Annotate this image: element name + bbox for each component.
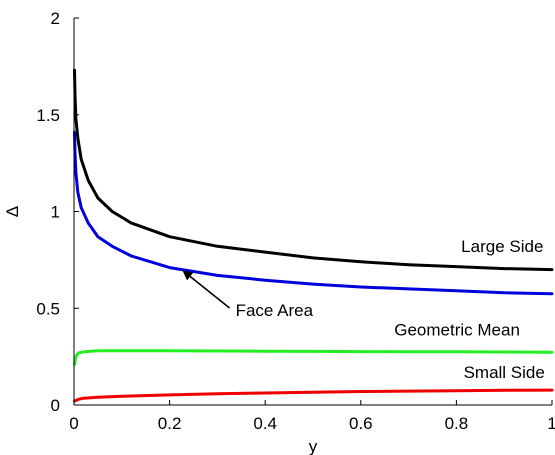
- x-axis-label: y: [309, 437, 318, 455]
- axes: [73, 18, 552, 406]
- annotation-label: Geometric Mean: [394, 320, 520, 339]
- annotation-label: Face Area: [236, 301, 314, 320]
- y-tick-label: 2: [51, 9, 60, 28]
- x-tick-label: 0: [69, 414, 78, 433]
- annotation-arrow: [182, 270, 231, 309]
- ticks: 0 0.2 0.4 0.6 0.8 1 0 0.5 1 1.5 2: [36, 9, 555, 433]
- annotations: Large Side Face Area Geometric Mean Small S…: [182, 237, 545, 382]
- x-tick-label: 1: [547, 414, 555, 433]
- series-line-large-side: [73, 68, 554, 272]
- x-tick-label: 0.4: [253, 414, 277, 433]
- y-tick-label: 1: [51, 203, 60, 222]
- series-line-geometric-mean: [73, 349, 554, 366]
- series-line-small-side: [73, 388, 554, 403]
- series-lines: [73, 68, 554, 403]
- y-axis-label: Δ: [3, 206, 22, 217]
- x-tick-label: 0.8: [445, 414, 469, 433]
- y-tick-label: 0.5: [36, 299, 60, 318]
- x-tick-label: 0.2: [158, 414, 182, 433]
- x-tick-label: 0.6: [349, 414, 373, 433]
- y-tick-label: 0: [51, 396, 60, 415]
- annotation-label: Small Side: [464, 363, 545, 382]
- y-tick-label: 1.5: [36, 106, 60, 125]
- annotation-label: Large Side: [461, 237, 543, 256]
- series-line-face-area: [73, 130, 554, 296]
